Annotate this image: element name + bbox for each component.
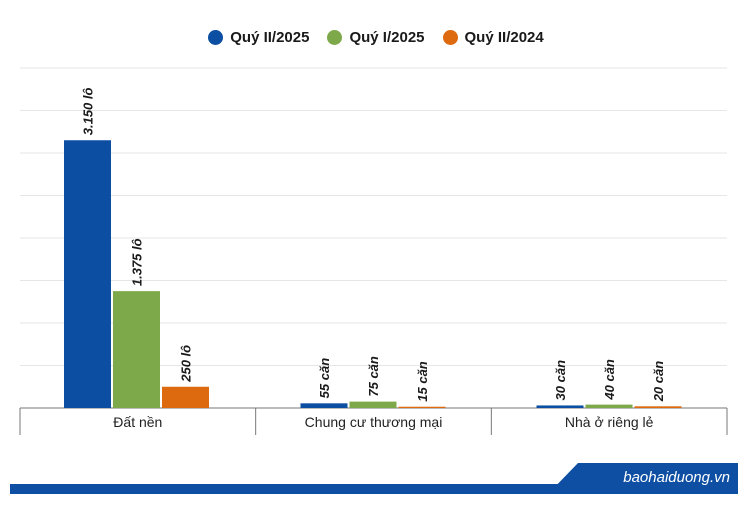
data-label: 40 căn: [602, 359, 617, 401]
bar: [585, 404, 633, 408]
footer-brand: baohaiduong.vn: [623, 469, 730, 486]
legend-item: Quý II/2024: [442, 29, 544, 46]
legend-label: Quý II/2024: [464, 29, 544, 46]
category-label: Nhà ở riêng lẻ: [565, 414, 654, 430]
legend-item: Quý II/2025: [208, 29, 309, 46]
footer-band: [10, 484, 738, 494]
data-label: 20 căn: [651, 361, 666, 403]
data-label: 75 căn: [366, 356, 381, 397]
data-label: 15 căn: [415, 361, 430, 402]
bar: [64, 140, 111, 408]
bar: [162, 386, 209, 408]
bar: [398, 406, 446, 408]
data-label: 55 căn: [317, 358, 332, 399]
legend-swatch: [208, 30, 224, 45]
bar: [300, 403, 348, 408]
bar: [536, 405, 584, 408]
chart-legend: Quý II/2025 Quý I/2025 Quý II/2024: [0, 29, 752, 46]
legend-item: Quý I/2025: [327, 29, 425, 46]
data-label: 1.375 lô: [130, 238, 145, 286]
legend-label: Quý I/2025: [349, 29, 425, 46]
legend-label: Quý II/2025: [230, 29, 310, 46]
data-label: 250 lô: [179, 345, 194, 383]
footer-brand-tab: [548, 463, 738, 494]
bar: [113, 291, 160, 408]
bar: [634, 406, 682, 408]
data-label: 30 căn: [553, 360, 568, 401]
data-label: 3.150 lô: [81, 87, 96, 135]
legend-swatch: [327, 30, 343, 45]
category-label: Đất nền: [113, 414, 162, 430]
bar: [349, 401, 397, 408]
category-label: Chung cư thương mại: [305, 414, 443, 430]
legend-swatch: [442, 30, 458, 45]
